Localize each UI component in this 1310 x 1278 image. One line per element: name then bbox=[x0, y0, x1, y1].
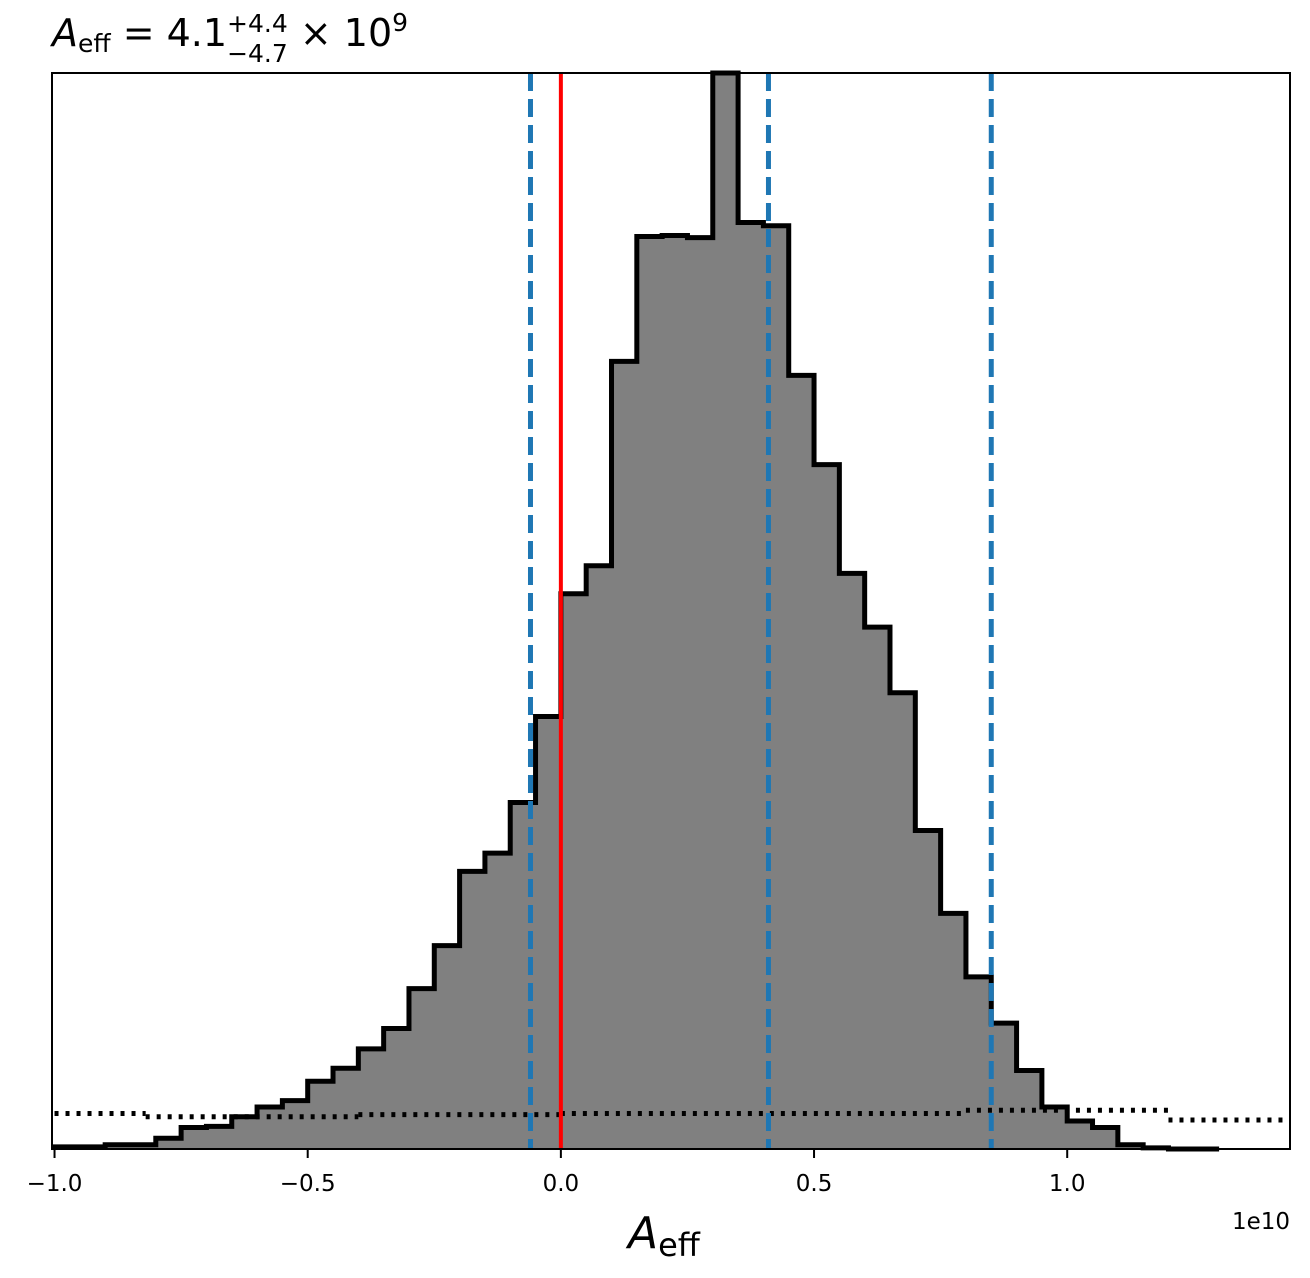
histogram-bar bbox=[965, 976, 992, 1149]
title-symbol: A bbox=[49, 11, 78, 55]
histogram-bar bbox=[383, 1028, 410, 1149]
histogram-bar bbox=[257, 1107, 283, 1149]
histogram-bar bbox=[155, 1138, 182, 1149]
xlabel-symbol: A bbox=[625, 1208, 658, 1259]
x-tick-label: 0.0 bbox=[543, 1171, 580, 1197]
histogram-bar bbox=[814, 464, 840, 1149]
histogram-bar bbox=[586, 565, 613, 1149]
histogram-bar bbox=[484, 853, 511, 1149]
histogram-bar bbox=[459, 871, 486, 1149]
histogram-bar bbox=[991, 1023, 1018, 1149]
histogram-bar bbox=[915, 830, 942, 1149]
title-equals: = bbox=[111, 11, 167, 55]
histogram-bar bbox=[662, 235, 688, 1150]
xlabel-subscript: eff bbox=[658, 1226, 701, 1264]
x-tick-label: −0.5 bbox=[280, 1171, 336, 1197]
histogram-bar bbox=[282, 1100, 309, 1149]
histogram-bar bbox=[839, 573, 866, 1149]
x-offset-label: 1e10 bbox=[1232, 1209, 1290, 1235]
histogram-bar bbox=[560, 593, 587, 1149]
histogram-bar bbox=[712, 73, 739, 1149]
histogram-bar bbox=[231, 1116, 258, 1149]
histogram-outline bbox=[52, 70, 1220, 1152]
histogram-bar bbox=[535, 716, 562, 1149]
title-times: × 10 bbox=[288, 11, 392, 55]
prior-dotted-line bbox=[54, 1107, 1290, 1123]
histogram-bar bbox=[864, 627, 891, 1149]
title-plus-error: +4.4 bbox=[227, 9, 288, 38]
histogram-bar bbox=[940, 913, 967, 1149]
histogram-bar bbox=[408, 988, 435, 1149]
histogram-bar bbox=[738, 222, 764, 1149]
histogram-bar bbox=[1016, 1070, 1043, 1149]
histogram-bar bbox=[181, 1127, 207, 1149]
histogram-bar bbox=[788, 375, 815, 1149]
histogram-bars bbox=[54, 73, 1169, 1150]
x-axis-ticks: −1.0 −0.5 0.0 0.5 1.0 bbox=[27, 1149, 1086, 1197]
chart-title: Aeff = 4.1+4.4 −4.7 × 109 bbox=[49, 8, 408, 68]
histogram-bar bbox=[611, 361, 638, 1149]
x-tick-label: 1.0 bbox=[1049, 1171, 1086, 1197]
histogram-bar bbox=[636, 236, 663, 1150]
histogram-bar bbox=[889, 692, 916, 1149]
axes-frame bbox=[51, 72, 1291, 1150]
title-minus-error: −4.7 bbox=[227, 39, 288, 68]
histogram-bar bbox=[333, 1068, 359, 1149]
histogram-bar bbox=[1067, 1121, 1094, 1149]
histogram-bar bbox=[1092, 1127, 1119, 1149]
histogram-bar bbox=[1041, 1107, 1068, 1149]
histogram-bar bbox=[687, 237, 714, 1149]
title-median: 4.1 bbox=[167, 11, 227, 55]
x-tick-label: −1.0 bbox=[27, 1171, 83, 1197]
histogram-bar bbox=[206, 1126, 233, 1149]
x-axis-label: Aeff bbox=[625, 1208, 701, 1264]
x-tick-label: 0.5 bbox=[796, 1171, 833, 1197]
plot-area bbox=[52, 70, 1290, 1152]
title-subscript: eff bbox=[78, 29, 111, 58]
histogram-bar bbox=[434, 945, 461, 1149]
histogram-bar bbox=[358, 1048, 385, 1149]
quantile-lines bbox=[527, 73, 994, 1149]
title-exponent: 9 bbox=[392, 8, 408, 37]
